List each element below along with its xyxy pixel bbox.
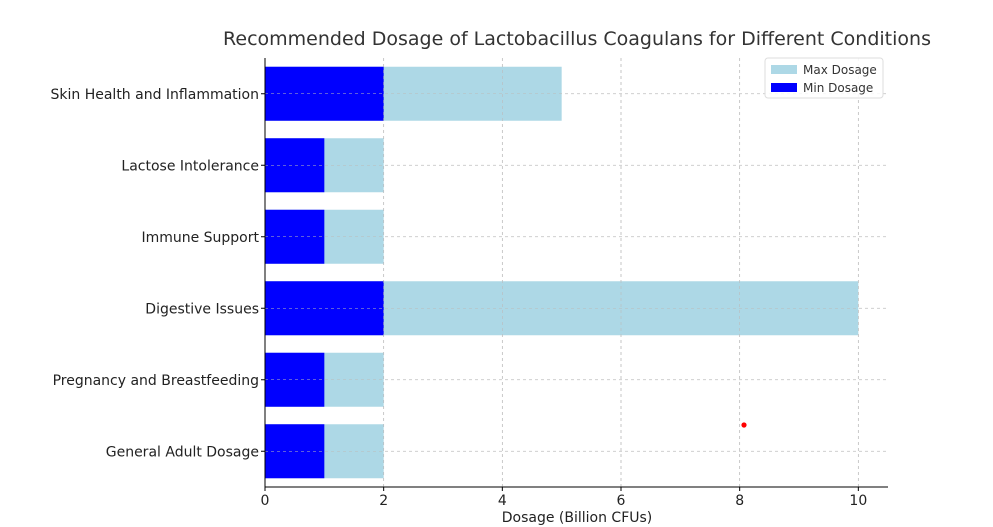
grid xyxy=(264,58,888,487)
bars xyxy=(264,58,888,487)
legend-label: Min Dosage xyxy=(803,81,873,95)
category-label: General Adult Dosage xyxy=(106,444,259,460)
x-tick-label: 8 xyxy=(735,493,744,509)
category-label: Immune Support xyxy=(141,230,259,246)
legend-swatch xyxy=(771,65,797,74)
category-label: Lactose Intolerance xyxy=(121,158,259,174)
chart-title: Recommended Dosage of Lactobacillus Coag… xyxy=(223,28,931,50)
x-tick-label: 6 xyxy=(617,493,626,509)
x-tick-label: 4 xyxy=(498,493,507,509)
x-ticks: 0 2 4 6 8 10 xyxy=(261,487,867,509)
marker-dot xyxy=(741,422,747,428)
bar-min-dosage xyxy=(265,66,384,121)
x-tick-label: 0 xyxy=(261,493,270,509)
x-tick-label: 2 xyxy=(379,493,388,509)
x-tick-label: 10 xyxy=(849,493,867,509)
legend-swatch xyxy=(771,83,797,92)
bar-min-dosage xyxy=(265,281,384,336)
category-label: Skin Health and Inflammation xyxy=(51,87,260,103)
legend: Max Dosage Min Dosage xyxy=(764,57,884,99)
x-axis-title: Dosage (Billion CFUs) xyxy=(502,510,653,526)
legend-label: Max Dosage xyxy=(803,63,877,77)
category-labels: General Adult Dosage Pregnancy and Breast… xyxy=(51,87,265,460)
category-label: Digestive Issues xyxy=(145,301,259,317)
category-label: Pregnancy and Breastfeeding xyxy=(53,373,259,389)
